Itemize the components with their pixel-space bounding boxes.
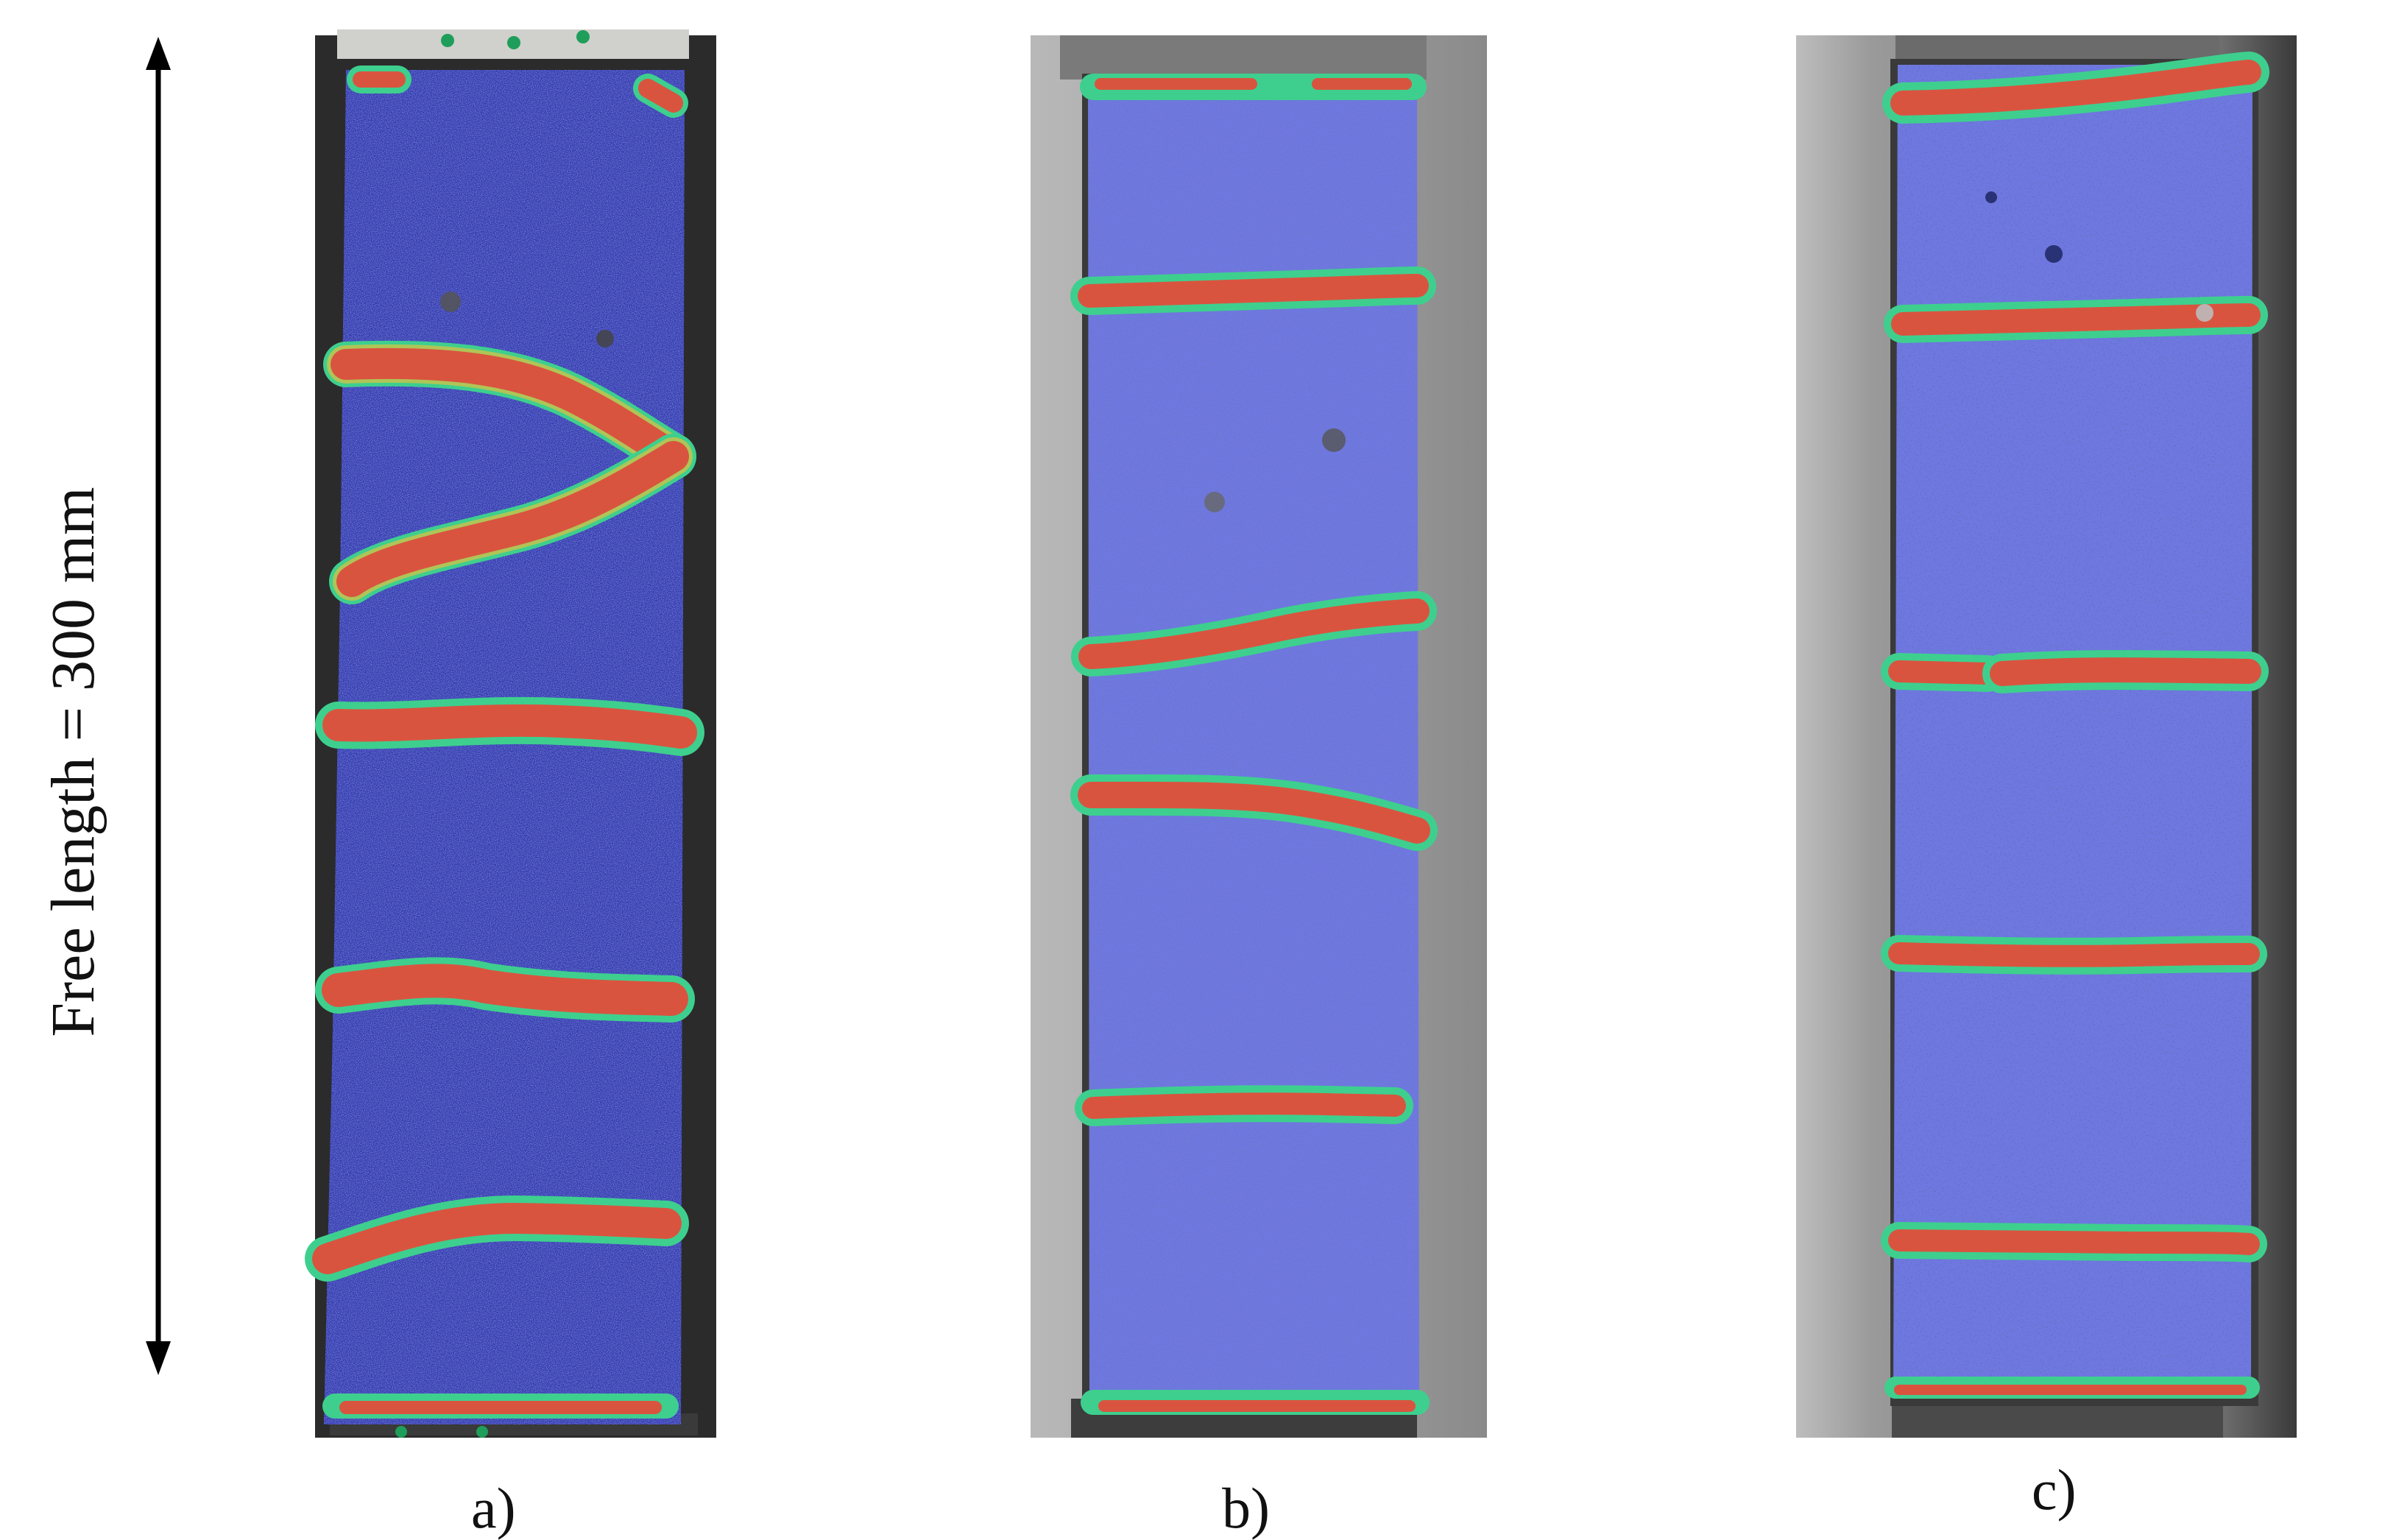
specimen-a xyxy=(305,29,716,1438)
crack-bands-b xyxy=(1070,74,1438,1415)
panel-label-a: a) xyxy=(471,1476,516,1540)
panel-label-b: b) xyxy=(1222,1476,1270,1540)
free-length-arrow xyxy=(146,37,171,1375)
specimen-b xyxy=(1031,35,1487,1438)
crack-bands-a xyxy=(305,66,704,1419)
specimen-c xyxy=(1796,35,2297,1438)
crack-bands-c xyxy=(1881,52,2269,1399)
free-length-label: Free length = 300 mm xyxy=(39,487,107,1037)
panel-label-c: c) xyxy=(2032,1458,2077,1522)
